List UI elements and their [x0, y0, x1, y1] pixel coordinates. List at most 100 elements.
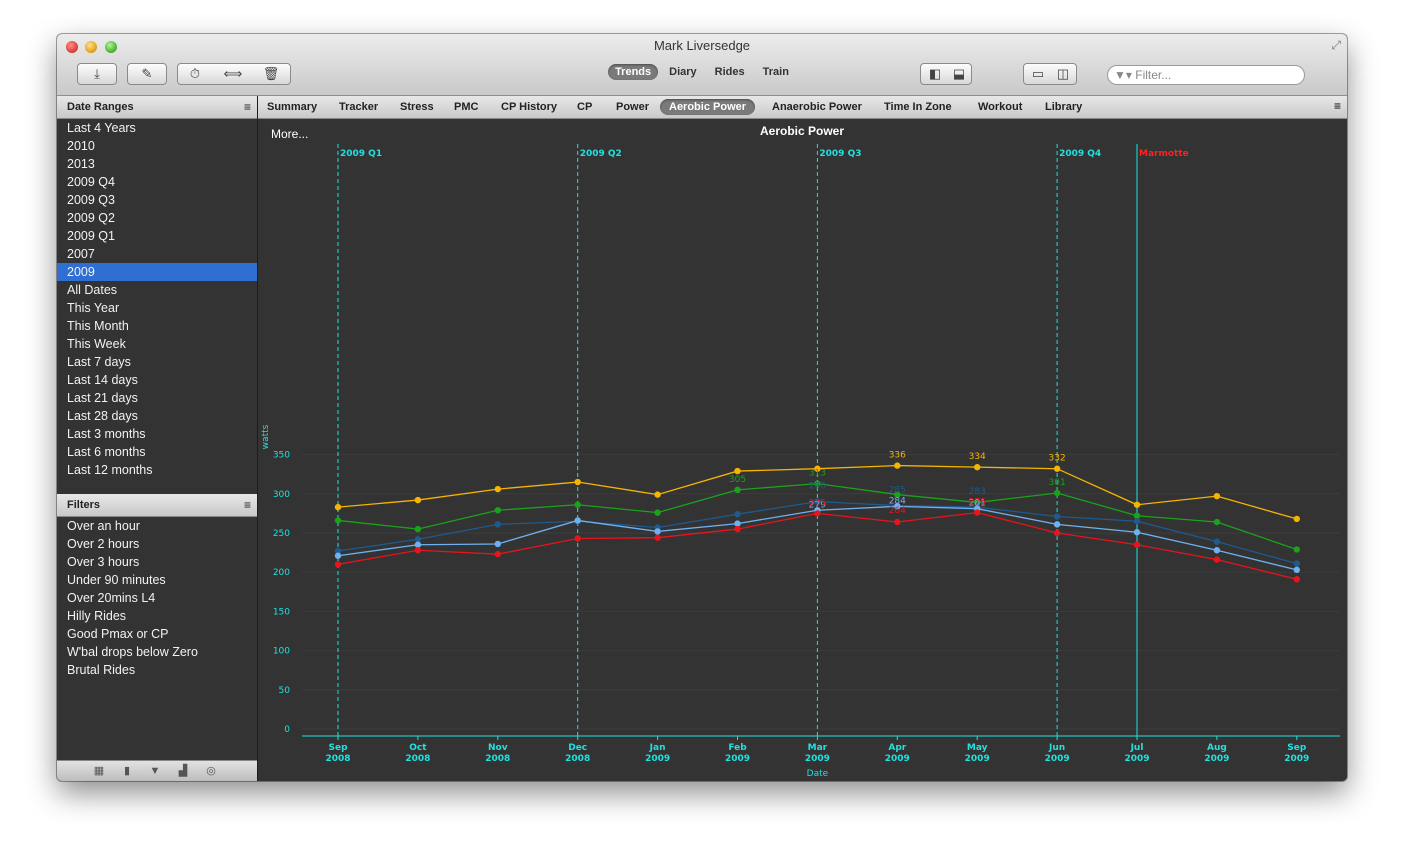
close-window-button[interactable] [66, 41, 78, 53]
single-view-icon[interactable]: ▭ [1031, 66, 1045, 81]
nav-train[interactable]: Train [762, 66, 789, 78]
zoom-window-button[interactable] [105, 41, 117, 53]
date-range-item-2010[interactable]: 2010 [67, 139, 95, 153]
tiled-view-icon[interactable]: ◫ [1056, 66, 1070, 81]
date-range-item-this-year[interactable]: This Year [67, 301, 120, 315]
chart-title: Aerobic Power [760, 124, 844, 138]
date-range-item-this-week[interactable]: This Week [67, 337, 126, 351]
stopwatch-icon[interactable]: ⏱ [189, 66, 201, 81]
date-ranges-header: Date Ranges ≡ [57, 96, 257, 119]
bottom-panel-icon[interactable]: ⬓ [952, 66, 966, 81]
filters-menu-icon[interactable]: ≡ [243, 498, 251, 512]
date-range-item-2013[interactable]: 2013 [67, 157, 95, 171]
trash-icon[interactable]: 🗑 [262, 66, 280, 81]
tab-library[interactable]: Library [1045, 101, 1083, 113]
data-label: 334 [969, 452, 986, 462]
filter-item-hilly-rides[interactable]: Hilly Rides [67, 609, 127, 623]
filters-header: Filters ≡ [57, 494, 257, 517]
series-1-point [1293, 546, 1301, 553]
data-label: 276 [969, 498, 986, 508]
date-range-item-last-6-months[interactable]: Last 6 months [67, 445, 146, 459]
chart-icon[interactable]: ▟ [178, 765, 188, 777]
date-range-item-2007[interactable]: 2007 [67, 247, 95, 261]
nav-trends[interactable]: Trends [608, 64, 659, 80]
filter-icon[interactable]: ▼ [149, 765, 161, 777]
x-tick-label-month: Jan [649, 743, 666, 753]
date-range-item-last-14-days[interactable]: Last 14 days [67, 373, 138, 387]
minimize-window-button[interactable] [85, 41, 97, 53]
chart-area: More... Aerobic Power 0 50 100 150 200 250 300 35… [258, 119, 1347, 781]
filter-search-input[interactable]: ▼▾ Filter... [1107, 65, 1305, 85]
tab-workout[interactable]: Workout [978, 101, 1023, 113]
series-0-point [1133, 501, 1141, 508]
tab-time-in-zone[interactable]: Time In Zone [884, 101, 952, 113]
calendar-icon[interactable]: ▦ [93, 765, 105, 777]
marker-label-2009-q1: 2009 Q1 [340, 149, 382, 159]
data-label: 284 [889, 496, 906, 506]
data-label: 283 [969, 487, 986, 497]
date-range-item-2009-q2[interactable]: 2009 Q2 [67, 211, 115, 225]
date-range-item-last-21-days[interactable]: Last 21 days [67, 391, 138, 405]
fullscreen-icon[interactable]: ⤢ [1331, 38, 1341, 52]
date-range-item-last-28-days[interactable]: Last 28 days [67, 409, 138, 423]
filter-item-over-20mins-l4[interactable]: Over 20mins L4 [67, 591, 156, 605]
date-range-item-all-dates[interactable]: All Dates [67, 283, 118, 297]
tab-aerobic-power[interactable]: Aerobic Power [660, 99, 756, 115]
nav-rides[interactable]: Rides [714, 66, 745, 78]
series-1-point [334, 517, 342, 524]
date-range-item-last-4-years[interactable]: Last 4 Years [67, 121, 136, 135]
tab-cp-history[interactable]: CP History [501, 101, 558, 113]
date-ranges-menu-icon[interactable]: ≡ [243, 100, 251, 114]
sidebar-footer: ▦ ▮ ▼ ▟ ◎ [57, 760, 257, 781]
filter-placeholder: Filter... [1135, 68, 1172, 82]
y-axis-label: watts [261, 424, 271, 449]
tab-anaerobic-power[interactable]: Anaerobic Power [772, 101, 862, 113]
filter-icon: ▼▾ [1114, 68, 1136, 82]
tab-summary[interactable]: Summary [267, 101, 318, 113]
tab-cp[interactable]: CP [577, 101, 593, 113]
series-3-point [894, 503, 901, 510]
download-button[interactable]: ⤓ [77, 63, 117, 85]
filter-item-over-2-hours[interactable]: Over 2 hours [67, 537, 140, 551]
date-range-item-last-12-months[interactable]: Last 12 months [67, 463, 153, 477]
filter-item-over-3-hours[interactable]: Over 3 hours [67, 555, 140, 569]
series-0-point [334, 503, 342, 511]
filter-item-w-bal-drops-below-zero[interactable]: W'bal drops below Zero [67, 645, 198, 659]
filter-item-brutal-rides[interactable]: Brutal Rides [67, 663, 136, 677]
series-4-point [1213, 556, 1221, 563]
date-range-item-last-3-months[interactable]: Last 3 months [67, 427, 146, 441]
data-label: 313 [809, 469, 826, 479]
sidebar-icon[interactable]: ◧ [928, 66, 942, 81]
date-range-item-2009-q3[interactable]: 2009 Q3 [67, 193, 115, 207]
series-3-point [1213, 547, 1221, 554]
series-2-point [734, 510, 741, 518]
series-4-point [654, 534, 661, 541]
gauge-icon[interactable]: ◎ [206, 765, 216, 777]
date-ranges-list: Last 4 Years 2010 2013 2009 Q4 2009 Q3 2009 Q… [57, 119, 257, 494]
tab-tracker[interactable]: Tracker [339, 101, 379, 113]
series-4-point [734, 525, 741, 533]
tab-pmc[interactable]: PMC [454, 101, 479, 113]
filter-item-under-90-minutes[interactable]: Under 90 minutes [67, 573, 166, 587]
date-range-item-last-7-days[interactable]: Last 7 days [67, 355, 131, 369]
series-4-point [974, 509, 981, 516]
date-range-item-2009-q1[interactable]: 2009 Q1 [67, 229, 115, 243]
nav-diary[interactable]: Diary [669, 66, 697, 78]
y-tick-label: 350 [273, 451, 290, 461]
bookmark-icon[interactable]: ▮ [123, 765, 131, 777]
filter-item-over-an-hour[interactable]: Over an hour [67, 519, 140, 533]
edit-button[interactable]: ✎ [127, 63, 167, 85]
date-range-item-2009[interactable]: 2009 [57, 263, 257, 281]
date-range-item-this-month[interactable]: This Month [67, 319, 129, 333]
tab-stress[interactable]: Stress [400, 101, 434, 113]
more-link[interactable]: More... [271, 127, 308, 141]
x-tick-label-year: 2009 [1284, 754, 1309, 764]
split-icon[interactable]: ⟺ [223, 66, 243, 81]
tabs-menu-icon[interactable]: ≡ [1333, 99, 1341, 113]
series-2-point [1133, 518, 1141, 525]
data-label: 281 [969, 499, 986, 509]
tab-power[interactable]: Power [616, 101, 650, 113]
date-range-item-2009-q4[interactable]: 2009 Q4 [67, 175, 115, 189]
series-4-point [1293, 576, 1301, 583]
filter-item-good-pmax-or-cp[interactable]: Good Pmax or CP [67, 627, 169, 641]
